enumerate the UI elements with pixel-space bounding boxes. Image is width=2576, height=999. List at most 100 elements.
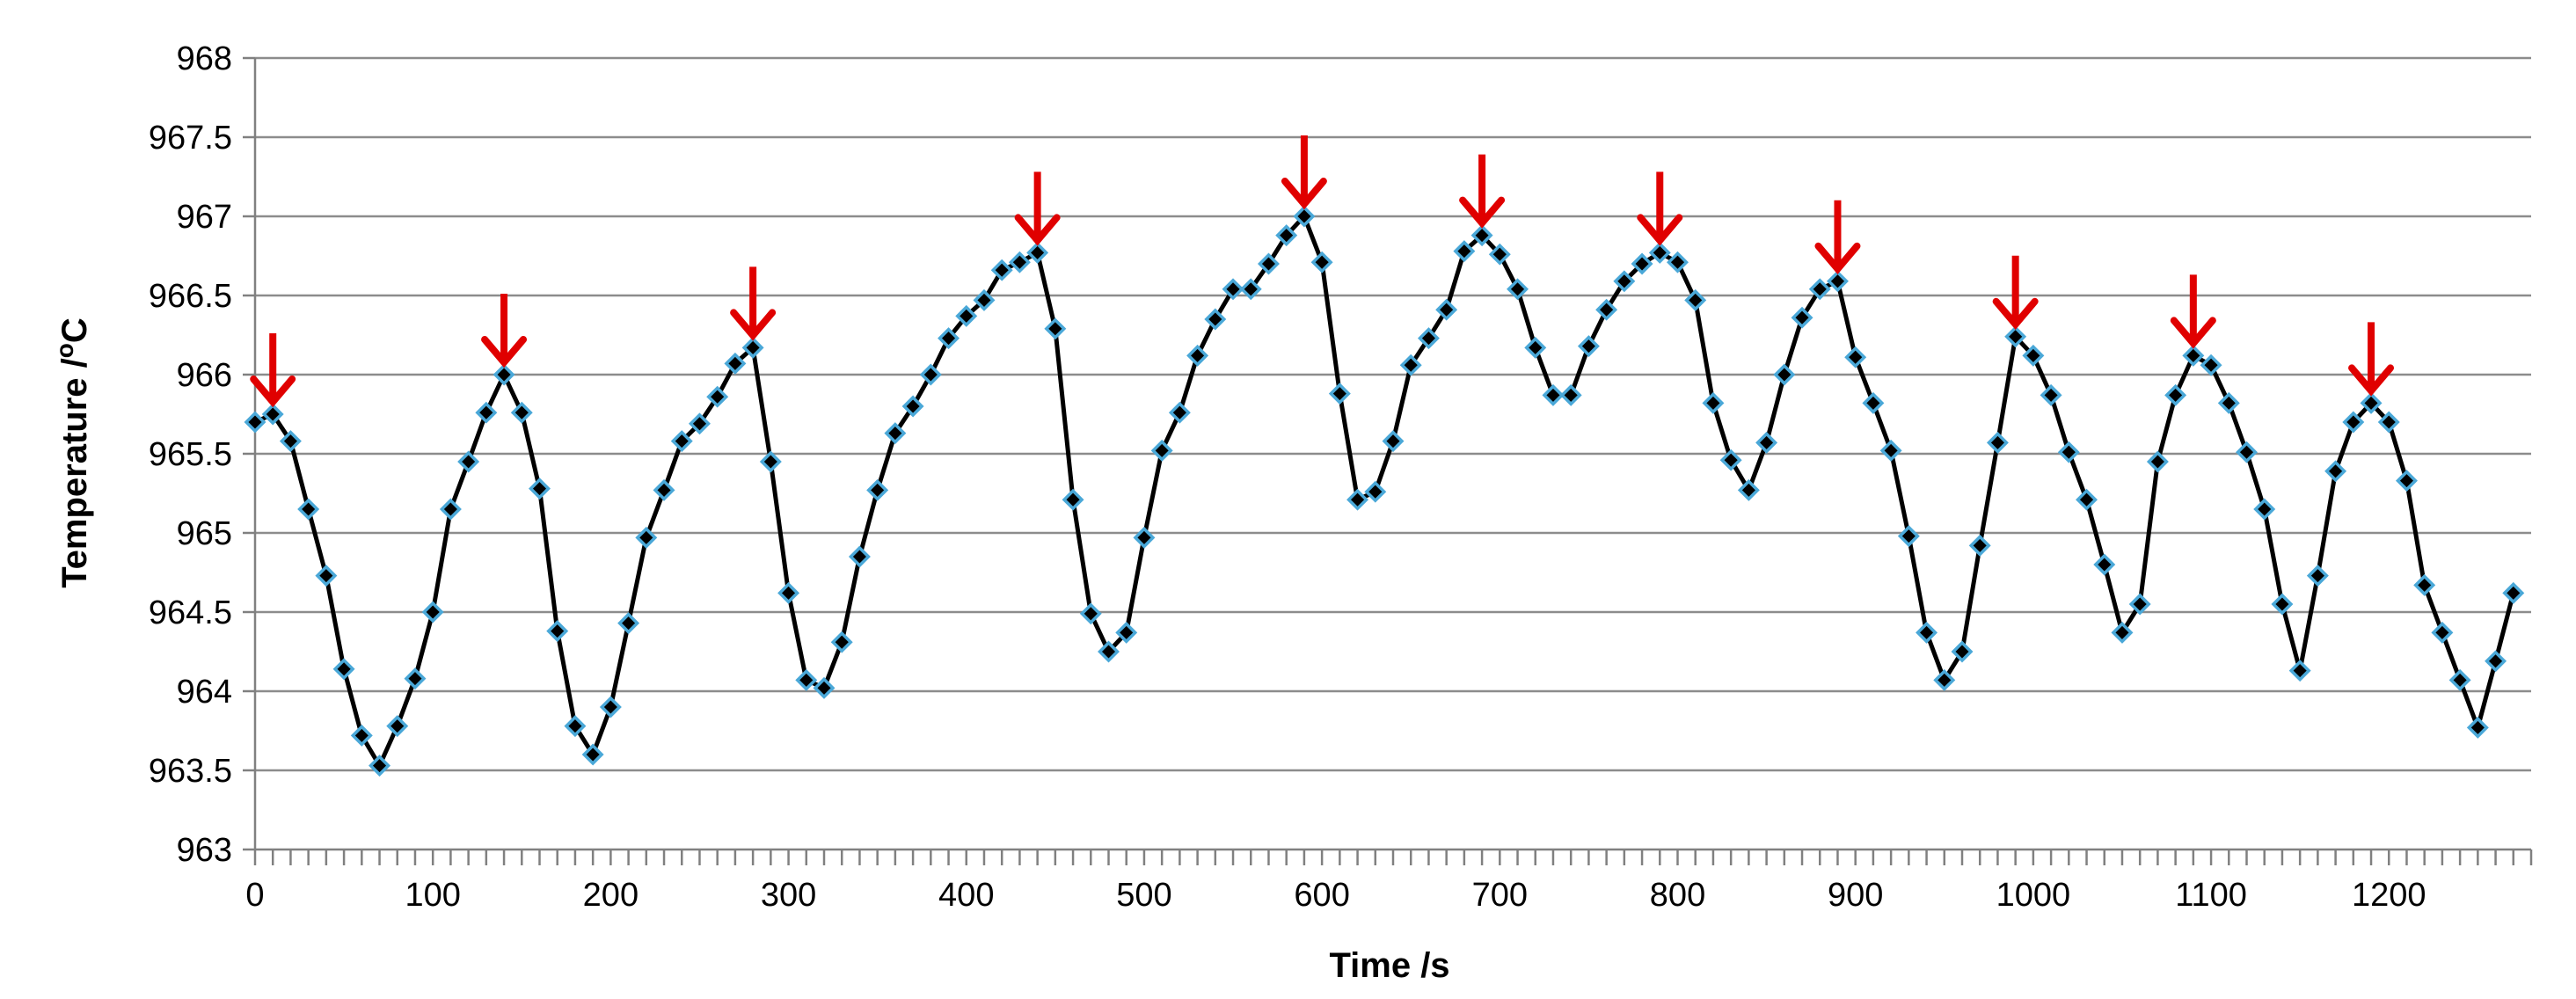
- data-point: [1293, 205, 1316, 228]
- data-point: [581, 743, 604, 766]
- data-point: [1773, 363, 1796, 386]
- data-point: [2485, 650, 2507, 673]
- data-point: [617, 612, 640, 635]
- data-point: [1062, 488, 1084, 511]
- data-point: [1559, 383, 1582, 406]
- data-point: [2182, 344, 2205, 367]
- data-point: [2004, 325, 2027, 348]
- x-tick-label: 1200: [2352, 877, 2426, 914]
- data-point: [955, 304, 978, 327]
- data-point: [386, 715, 409, 738]
- data-point: [2040, 383, 2062, 406]
- data-point: [1613, 270, 1636, 293]
- y-axis-title-degree: o: [51, 343, 78, 358]
- y-tick-label: 965.5: [149, 436, 232, 473]
- data-point: [564, 715, 587, 738]
- data-point: [1507, 278, 1529, 301]
- data-point: [2448, 668, 2471, 691]
- data-point: [990, 259, 1013, 281]
- data-point: [404, 667, 427, 690]
- data-point: [1310, 251, 1333, 273]
- data-point: [1826, 270, 1849, 293]
- data-point: [350, 724, 373, 747]
- data-point: [1844, 346, 1867, 368]
- data-point: [457, 450, 480, 473]
- data-point: [2377, 411, 2400, 434]
- data-point: [2076, 488, 2098, 511]
- data-point: [777, 581, 800, 604]
- y-tick-label: 966.5: [149, 278, 232, 315]
- peak-arrow-head: [1281, 178, 1327, 210]
- data-point: [1275, 224, 1298, 247]
- data-point: [1204, 308, 1227, 331]
- data-point: [244, 411, 266, 434]
- peak-arrow: [1992, 255, 2039, 330]
- peak-arrow: [2170, 274, 2216, 349]
- x-tick-label: 100: [405, 877, 460, 914]
- data-point: [2413, 573, 2436, 596]
- x-tick-label: 200: [583, 877, 639, 914]
- x-axis-title: Time /s: [1329, 946, 1449, 985]
- data-point: [1150, 439, 1173, 462]
- peak-arrow: [1814, 200, 1861, 274]
- data-point: [884, 422, 907, 445]
- y-axis-title: Temperature /oC: [51, 317, 95, 588]
- peak-arrow: [250, 333, 296, 408]
- peak-arrow: [1014, 171, 1061, 246]
- data-point: [1239, 278, 1262, 301]
- data-point: [1755, 431, 1778, 454]
- data-point: [2200, 354, 2222, 376]
- data-point: [1328, 383, 1351, 405]
- peak-arrow-head: [2348, 364, 2395, 397]
- y-tick-label: 964: [177, 674, 232, 711]
- data-point: [1897, 525, 1920, 548]
- data-point: [1648, 241, 1671, 264]
- data-point: [2253, 498, 2276, 521]
- data-point: [2306, 565, 2329, 587]
- x-tick-label: 800: [1650, 877, 1705, 914]
- data-point: [2466, 716, 2489, 739]
- peak-arrow: [481, 294, 528, 368]
- data-point: [1186, 344, 1209, 367]
- peak-arrow: [1459, 154, 1506, 229]
- data-point: [1933, 668, 1956, 691]
- y-axis-title-unit: C: [55, 317, 94, 343]
- data-point: [1791, 306, 1813, 329]
- data-point: [1346, 488, 1369, 511]
- x-tick-label: 0: [245, 877, 264, 914]
- peak-arrow-head: [1814, 242, 1861, 274]
- data-point: [938, 327, 960, 350]
- data-point: [2236, 441, 2258, 463]
- peak-arrow-head: [730, 309, 777, 341]
- data-point: [973, 288, 996, 311]
- data-point: [1115, 621, 1138, 644]
- data-point: [2271, 593, 2294, 616]
- data-point: [1631, 252, 1653, 275]
- data-point: [1044, 317, 1067, 340]
- y-tick-label: 963.5: [149, 753, 232, 790]
- x-tick-label: 700: [1472, 877, 1528, 914]
- data-point: [1079, 602, 1102, 625]
- data-point: [1382, 430, 1405, 453]
- data-point: [1524, 336, 1547, 359]
- data-point: [1951, 640, 1974, 663]
- data-point: [1453, 240, 1476, 263]
- data-point: [688, 412, 711, 435]
- data-point: [1542, 383, 1565, 406]
- data-point: [901, 395, 924, 418]
- data-point: [1916, 621, 1938, 644]
- x-tick-label: 1100: [2175, 877, 2247, 914]
- axes: [243, 56, 2533, 865]
- data-point: [635, 526, 658, 549]
- data-point: [332, 658, 355, 681]
- peak-arrows: [250, 135, 2395, 408]
- data-point: [2502, 581, 2525, 604]
- y-tick-label: 967: [177, 199, 232, 236]
- data-point: [1862, 391, 1885, 414]
- peak-arrow: [1281, 135, 1327, 210]
- data-point: [1719, 448, 1742, 471]
- data-point: [510, 401, 533, 424]
- data-point: [1098, 640, 1120, 663]
